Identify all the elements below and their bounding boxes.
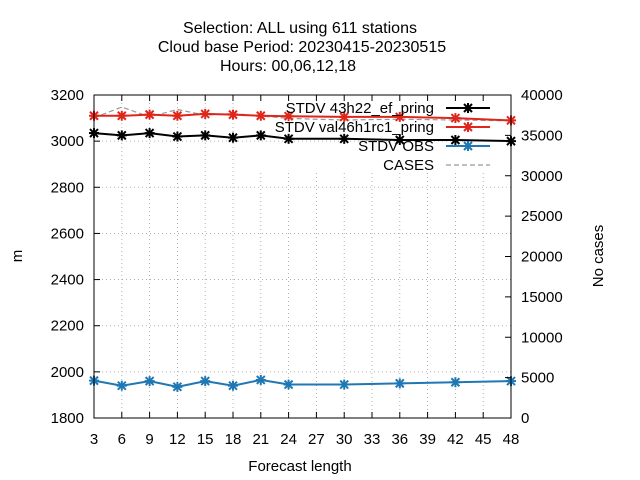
data-point-series-0: [255, 130, 266, 141]
y2-tick-label: 25000: [521, 208, 563, 225]
data-point-series-0: [172, 131, 183, 142]
y2-axis-label: No cases: [590, 225, 607, 288]
data-point-series-1: [144, 109, 155, 120]
y2-tick-label: 20000: [521, 249, 563, 266]
legend-label-0: STDV 43h22_ef_pring: [286, 100, 434, 117]
title-line-3: Hours: 00,06,12,18: [220, 58, 356, 75]
x-tick-label: 15: [197, 431, 214, 448]
data-point-series-2: [116, 380, 127, 391]
x-tick-label: 24: [280, 431, 297, 448]
data-point-series-1: [116, 110, 127, 121]
y-tick-label: 2600: [51, 225, 84, 242]
x-axis-label: Forecast length: [248, 458, 351, 475]
data-point-series-2: [172, 381, 183, 392]
legend-marker-1: [463, 122, 473, 132]
y2-tick-label: 0: [521, 410, 529, 427]
data-point-series-1: [255, 110, 266, 121]
y2-tick-label: 35000: [521, 127, 563, 144]
y2-tick-label: 30000: [521, 168, 563, 185]
grid: [94, 95, 511, 418]
data-point-series-0: [144, 128, 155, 139]
y-tick-label: 3000: [51, 133, 84, 150]
y-axis-label: m: [9, 250, 26, 263]
title-line-1: Selection: ALL using 611 stations: [183, 20, 417, 37]
data-point-series-0: [200, 130, 211, 141]
x-tick-label: 6: [118, 431, 126, 448]
x-tick-label: 27: [308, 431, 325, 448]
y2-tick-label: 40000: [521, 87, 563, 104]
legend-label-3: CASES: [383, 157, 434, 174]
legend-label-1: STDV val46h1rc1_pring: [275, 119, 434, 136]
x-tick-label: 18: [225, 431, 242, 448]
chart-title: Selection: ALL using 611 stations Cloud …: [158, 20, 446, 75]
data-point-series-0: [450, 134, 461, 145]
data-point-series-1: [394, 111, 405, 122]
data-point-series-0: [283, 133, 294, 144]
x-tick-label: 39: [419, 431, 436, 448]
legend-marker-2: [463, 141, 473, 151]
data-point-series-1: [283, 111, 294, 122]
data-point-series-2: [339, 379, 350, 390]
y-tick-label: 2000: [51, 364, 84, 381]
title-line-2: Cloud base Period: 20230415-20230515: [158, 39, 446, 56]
data-point-series-2: [200, 376, 211, 387]
y-tick-label: 2800: [51, 179, 84, 196]
data-point-series-1: [339, 111, 350, 122]
legend-marker-0: [463, 103, 473, 113]
x-tick-label: 45: [475, 431, 492, 448]
ticks: 3 6 9 12 15 18 21 24 27 30 33 36 39 42 45 4818002000220…: [51, 87, 563, 448]
x-tick-label: 3: [90, 431, 98, 448]
data-point-series-0: [394, 134, 405, 145]
data-point-series-1: [200, 108, 211, 119]
y2-tick-label: 15000: [521, 289, 563, 306]
y-tick-label: 1800: [51, 410, 84, 427]
y-tick-label: 2400: [51, 272, 84, 289]
data-point-series-2: [255, 374, 266, 385]
data-point-series-2: [450, 377, 461, 388]
x-tick-label: 30: [336, 431, 353, 448]
data-point-series-1: [228, 109, 238, 120]
legend: STDV 43h22_ef_pring STDV val46h1rc1_pring…: [275, 100, 490, 174]
y2-tick-label: 5000: [521, 370, 554, 387]
data-point-series-2: [144, 376, 155, 387]
y-tick-label: 2200: [51, 318, 84, 335]
data-point-series-0: [339, 133, 350, 144]
y2-tick-label: 10000: [521, 329, 563, 346]
data-point-series-1: [172, 110, 183, 121]
data-point-series-0: [228, 132, 238, 143]
series-line-2: [93, 378, 512, 388]
data-point-series-2: [283, 379, 294, 390]
data-point-series-1: [450, 113, 461, 124]
x-tick-label: 9: [145, 431, 153, 448]
data-point-series-2: [228, 380, 238, 391]
data-point-series-0: [116, 130, 127, 141]
x-tick-label: 48: [503, 431, 520, 448]
x-tick-label: 12: [169, 431, 186, 448]
x-tick-label: 33: [364, 431, 381, 448]
series-line-3: [93, 106, 512, 122]
data-point-series-2: [394, 378, 405, 389]
legend-label-2: STDV OBS: [358, 138, 434, 155]
x-tick-label: 42: [447, 431, 464, 448]
y-tick-label: 3200: [51, 87, 84, 104]
x-tick-label: 21: [252, 431, 269, 448]
x-tick-label: 36: [391, 431, 408, 448]
